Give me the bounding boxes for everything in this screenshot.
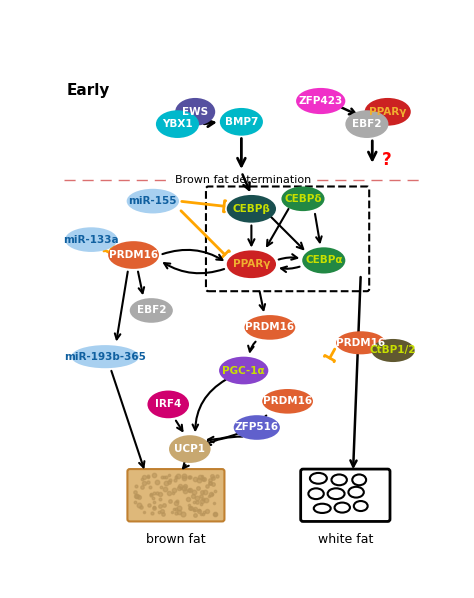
Text: miR-155: miR-155 (128, 196, 177, 206)
Ellipse shape (175, 98, 215, 126)
Ellipse shape (372, 339, 415, 362)
Ellipse shape (147, 390, 189, 418)
Ellipse shape (65, 227, 118, 252)
Ellipse shape (262, 389, 313, 414)
Ellipse shape (227, 195, 276, 222)
Text: white fat: white fat (318, 533, 373, 546)
Text: YBX1: YBX1 (162, 119, 193, 129)
Ellipse shape (220, 108, 263, 136)
Text: miR-133a: miR-133a (64, 234, 119, 245)
Text: CEBPα: CEBPα (305, 255, 343, 266)
Ellipse shape (365, 98, 411, 126)
Ellipse shape (219, 356, 268, 385)
Text: brown fat: brown fat (146, 533, 206, 546)
Ellipse shape (234, 415, 280, 440)
Ellipse shape (130, 298, 173, 323)
Text: ZFP516: ZFP516 (235, 423, 279, 432)
Text: EBF2: EBF2 (137, 306, 166, 316)
Text: PRDM16: PRDM16 (246, 322, 294, 332)
Text: CEBPβ: CEBPβ (232, 204, 270, 214)
Text: PRDM16: PRDM16 (336, 338, 385, 348)
Text: PRDM16: PRDM16 (263, 396, 312, 406)
Text: CEBPδ: CEBPδ (284, 194, 322, 204)
Text: EBF2: EBF2 (352, 119, 382, 129)
Text: CtBP1/2: CtBP1/2 (370, 346, 416, 355)
Ellipse shape (302, 248, 346, 273)
Ellipse shape (169, 435, 210, 463)
FancyBboxPatch shape (301, 469, 390, 521)
Text: miR-193b-365: miR-193b-365 (64, 352, 146, 362)
Ellipse shape (245, 315, 295, 340)
Ellipse shape (227, 251, 276, 278)
Ellipse shape (156, 110, 199, 138)
FancyBboxPatch shape (128, 469, 225, 521)
Ellipse shape (71, 345, 139, 368)
Text: ?: ? (383, 151, 392, 169)
Ellipse shape (282, 187, 325, 211)
Text: UCP1: UCP1 (174, 444, 205, 454)
Ellipse shape (336, 331, 385, 355)
Text: Brown fat determination: Brown fat determination (175, 175, 311, 185)
Text: EWS: EWS (182, 107, 208, 117)
Text: PRDM16: PRDM16 (109, 250, 158, 260)
Ellipse shape (108, 241, 159, 269)
Text: IRF4: IRF4 (155, 399, 182, 410)
Text: Early: Early (66, 83, 110, 97)
Text: PPARγ: PPARγ (233, 260, 270, 269)
Ellipse shape (346, 110, 389, 138)
Text: PPARγ: PPARγ (369, 107, 406, 117)
Ellipse shape (296, 88, 346, 114)
Ellipse shape (127, 189, 179, 213)
Text: ZFP423: ZFP423 (299, 96, 343, 106)
Text: BMP7: BMP7 (225, 117, 258, 127)
Text: PGC-1α: PGC-1α (222, 365, 265, 376)
